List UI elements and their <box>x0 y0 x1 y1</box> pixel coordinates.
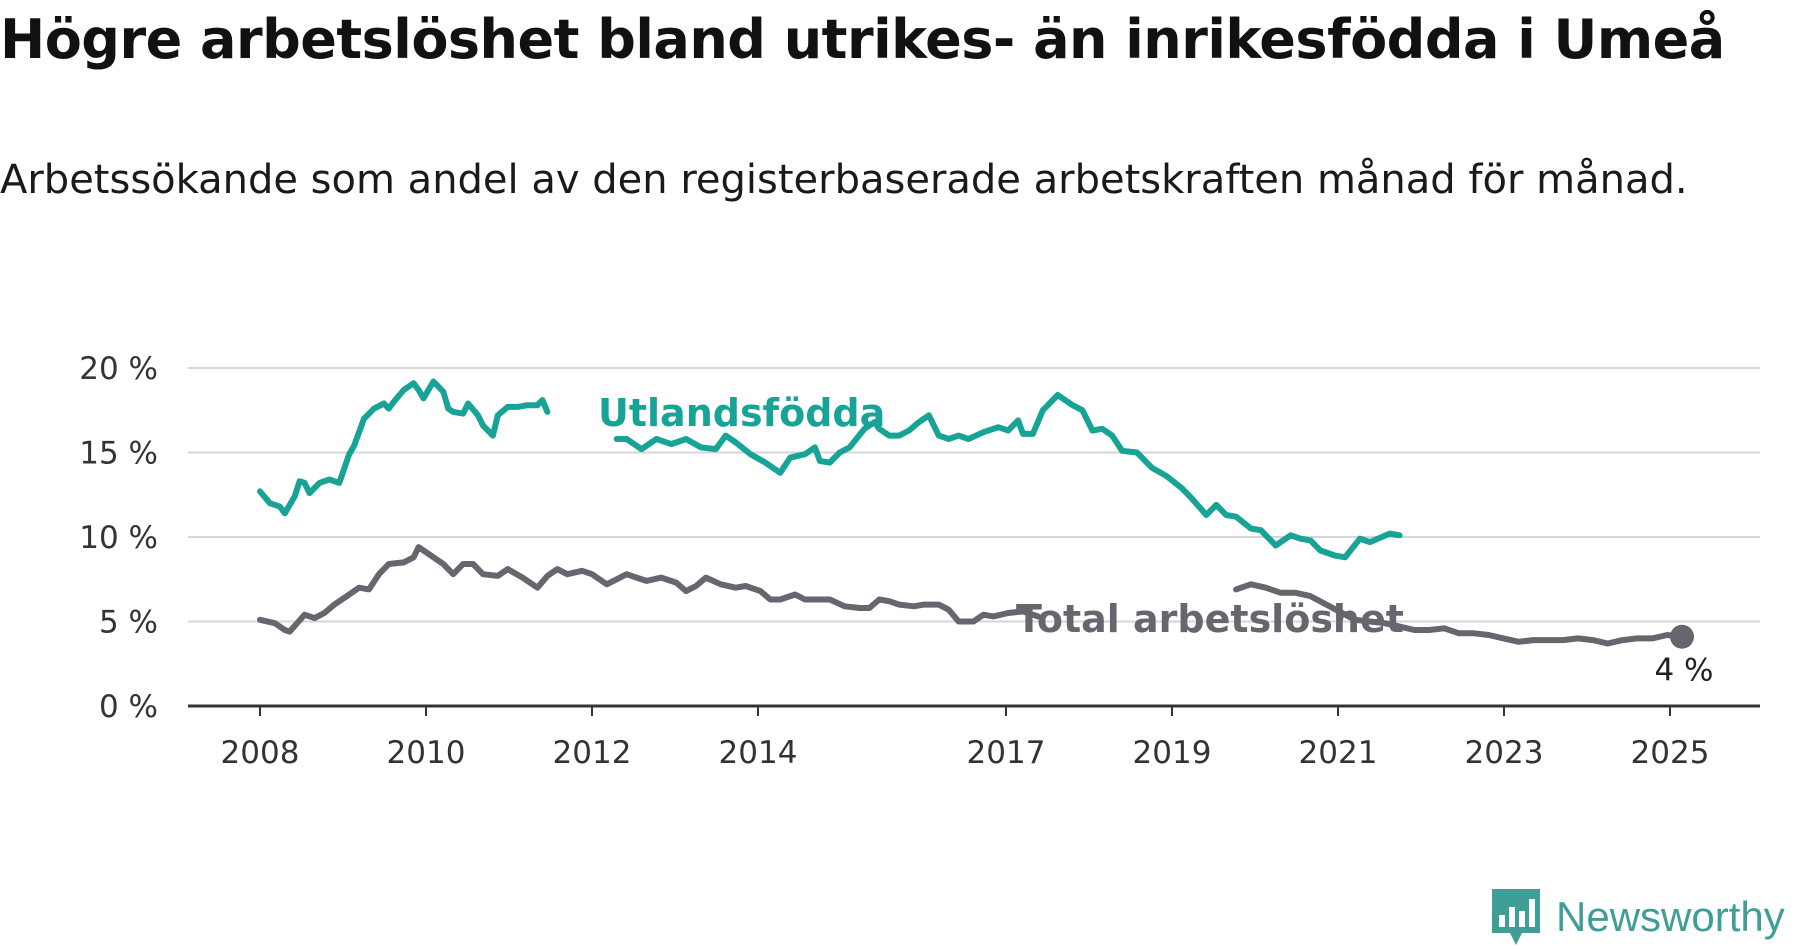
series-line-utlandsfodda <box>257 378 551 517</box>
x-tick-label: 2019 <box>1133 735 1212 771</box>
series-labels: Utlandsfödda Total arbetslöshet 4 % <box>598 391 1714 689</box>
chart-subtitle: Arbetssökande som andel av den registerb… <box>0 157 1688 203</box>
grid-lines <box>188 367 1760 623</box>
x-tick-label: 2025 <box>1631 735 1710 771</box>
chart-title: Högre arbetslöshet bland utrikes- än inr… <box>0 8 1725 71</box>
x-tick-label: 2012 <box>553 735 632 771</box>
y-tick-label: 20 % <box>79 351 158 387</box>
series-label-total: Total arbetslöshet <box>1016 597 1404 641</box>
series-lines <box>257 378 1685 647</box>
x-tick-label: 2021 <box>1299 735 1378 771</box>
newsworthy-chart-icon <box>1492 889 1540 945</box>
y-axis: 0 % 5 % 10 % 15 % 20 % <box>79 351 158 725</box>
x-tick-label: 2014 <box>719 735 798 771</box>
y-tick-label: 5 % <box>99 605 158 641</box>
brand-logo: Newsworthy <box>1490 885 1785 949</box>
x-tick-label: 2017 <box>967 735 1046 771</box>
y-tick-label: 0 % <box>99 689 158 725</box>
brand-name: Newsworthy <box>1556 893 1785 940</box>
x-tick-label: 2023 <box>1465 735 1544 771</box>
x-tick-label: 2008 <box>221 735 300 771</box>
x-tick-label: 2010 <box>387 735 466 771</box>
series-line-total <box>257 544 1041 635</box>
x-axis: 2008 2010 2012 2014 2017 2019 2021 2023 2025 <box>188 704 1760 771</box>
series-line-total <box>1233 581 1685 647</box>
series-line-utlandsfodda <box>613 392 1403 561</box>
y-tick-label: 15 % <box>79 436 158 472</box>
end-value-label: 4 % <box>1654 653 1713 689</box>
series-label-utlandsfodda: Utlandsfödda <box>598 391 885 435</box>
end-point-marker <box>1670 624 1694 649</box>
y-tick-label: 10 % <box>79 520 158 556</box>
